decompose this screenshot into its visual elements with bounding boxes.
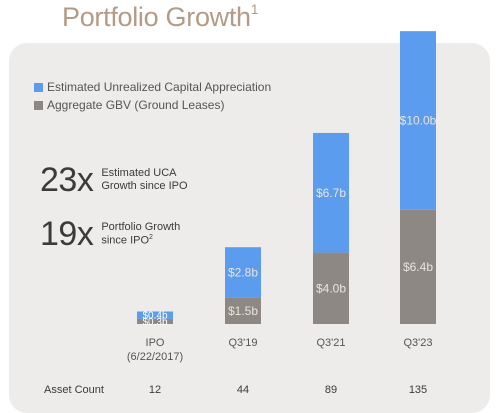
data-label-gbv-1: $1.5b — [228, 304, 258, 318]
asset-count-label: Asset Count — [44, 384, 104, 396]
stat-portfolio-footnote: 2 — [149, 233, 153, 241]
stat-uca-value: 23x — [40, 161, 94, 199]
category-label-0-0: IPO — [146, 337, 165, 349]
title-footnote: 1 — [250, 1, 259, 17]
category-label-0-1: (6/22/2017) — [127, 351, 183, 363]
data-label-gbv-2: $4.0b — [316, 282, 346, 296]
asset-count-2: 89 — [325, 384, 337, 396]
bar-uca-0 — [137, 311, 173, 319]
bar-gbv-2 — [313, 252, 349, 324]
category-label-3-0: Q3'23 — [403, 337, 432, 349]
stat-portfolio-line1: Portfolio Growth — [101, 221, 181, 234]
stat-portfolio-line2: since IPO — [101, 234, 150, 247]
page-title: Portfolio Growth1 — [62, 1, 259, 32]
stat-portfolio-growth: 19x Portfolio Growth since IPO2 — [40, 217, 180, 251]
bar-gbv-1 — [225, 297, 261, 324]
stat-portfolio-value: 19x — [40, 215, 94, 253]
stat-uca-description: Estimated UCA Growth since IPO — [101, 167, 187, 192]
asset-count-0: 12 — [149, 384, 161, 396]
asset-count-3: 135 — [409, 384, 427, 396]
legend-item-gbv: Aggregate GBV (Ground Leases) — [34, 98, 224, 112]
legend-swatch-gbv — [34, 100, 43, 110]
data-label-uca-2: $6.7b — [316, 186, 346, 200]
bar-gbv-0 — [137, 318, 173, 324]
bar-uca-3 — [400, 31, 436, 210]
legend-label-gbv: Aggregate GBV (Ground Leases) — [47, 98, 225, 112]
bar-uca-1 — [225, 247, 261, 298]
legend-swatch-uca — [34, 82, 43, 92]
bar-uca-2 — [313, 132, 349, 253]
data-label-uca-1: $2.8b — [228, 266, 258, 280]
category-label-2-0: Q3'21 — [316, 337, 345, 349]
stat-portfolio-description: Portfolio Growth since IPO2 — [101, 221, 180, 247]
data-label-uca-3: $10.0b — [400, 114, 437, 128]
legend-item-uca: Estimated Unrealized Capital Appreciatio… — [34, 80, 271, 94]
data-label-gbv-3: $6.4b — [403, 260, 433, 274]
stat-uca-line2: Growth since IPO — [101, 180, 188, 192]
asset-count-1: 44 — [237, 384, 249, 396]
legend-label-uca: Estimated Unrealized Capital Appreciatio… — [47, 80, 272, 94]
data-label-gbv-0: $0.3b — [142, 317, 167, 328]
category-label-1-0: Q3'19 — [228, 337, 257, 349]
data-label-uca-0: $0.4b — [142, 311, 167, 322]
stat-uca-growth: 23x Estimated UCA Growth since IPO — [40, 163, 188, 197]
stat-uca-line1: Estimated UCA — [101, 167, 177, 180]
bar-gbv-3 — [400, 209, 436, 324]
